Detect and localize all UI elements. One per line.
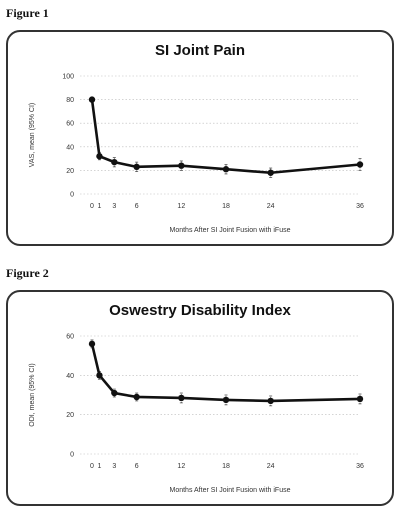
x-tick-label: 1	[97, 463, 101, 470]
data-point	[96, 372, 103, 379]
data-point	[133, 393, 140, 401]
y-axis-label: ODI, mean (95% CI)	[29, 363, 36, 426]
data-point	[267, 169, 274, 176]
y-tick-label: 80	[66, 97, 74, 104]
x-axis-label: Months After SI Joint Fusion with iFuse	[170, 227, 291, 234]
data-point	[222, 166, 230, 173]
x-tick-label: 6	[135, 463, 139, 470]
data-point	[222, 396, 230, 404]
x-tick-label: 0	[90, 203, 94, 210]
x-axis-label: Months After SI Joint Fusion with iFuse	[170, 487, 291, 494]
y-tick-label: 20	[66, 412, 74, 419]
data-point	[133, 163, 140, 171]
figure-2-panel: Oswestry Disability Index 0 20 40 60 0 1 3 6 12 1…	[6, 290, 394, 506]
x-tick-label: 3	[112, 463, 116, 470]
chart-2-title: Oswestry Disability Index	[109, 302, 291, 319]
x-tick-label: 1	[97, 203, 101, 210]
data-point	[356, 395, 364, 403]
y-axis-label: VAS, mean (95% CI)	[29, 103, 36, 167]
y-tick-label: 40	[66, 144, 74, 151]
data-point	[178, 394, 185, 402]
data-point	[111, 158, 118, 166]
x-tick-label: 12	[177, 203, 185, 210]
x-tick-label: 36	[356, 203, 364, 210]
x-tick-label: 6	[135, 203, 139, 210]
figure-1-panel: SI Joint Pain 0 20 40 60 80 100 0 1 3 6 12 18 24 36 Mo…	[6, 30, 394, 246]
x-tick-label: 24	[267, 463, 275, 470]
y-tick-label: 40	[66, 373, 74, 380]
data-point	[178, 162, 185, 169]
series-line	[90, 343, 361, 403]
figure-1-label: Figure 1	[6, 6, 49, 20]
x-tick-label: 18	[222, 463, 230, 470]
data-point	[356, 161, 364, 168]
y-tick-label: 0	[70, 192, 74, 199]
figure-2-label: Figure 2	[6, 266, 49, 280]
x-tick-label: 36	[356, 463, 364, 470]
chart-1-title: SI Joint Pain	[154, 42, 245, 59]
y-tick-label: 0	[70, 452, 74, 459]
x-tick-label: 24	[267, 203, 275, 210]
series-line	[90, 99, 361, 175]
x-tick-label: 12	[177, 463, 185, 470]
y-tick-label: 20	[66, 168, 74, 175]
data-point	[267, 397, 274, 405]
x-tick-label: 0	[90, 463, 94, 470]
data-point	[88, 340, 96, 348]
x-tick-label: 18	[222, 203, 230, 210]
x-tick-label: 3	[112, 203, 116, 210]
data-point	[111, 389, 118, 397]
y-tick-label: 60	[66, 121, 74, 128]
data-point	[88, 96, 96, 103]
y-tick-label: 100	[62, 74, 74, 81]
y-tick-label: 60	[66, 334, 74, 341]
data-point	[96, 153, 103, 160]
